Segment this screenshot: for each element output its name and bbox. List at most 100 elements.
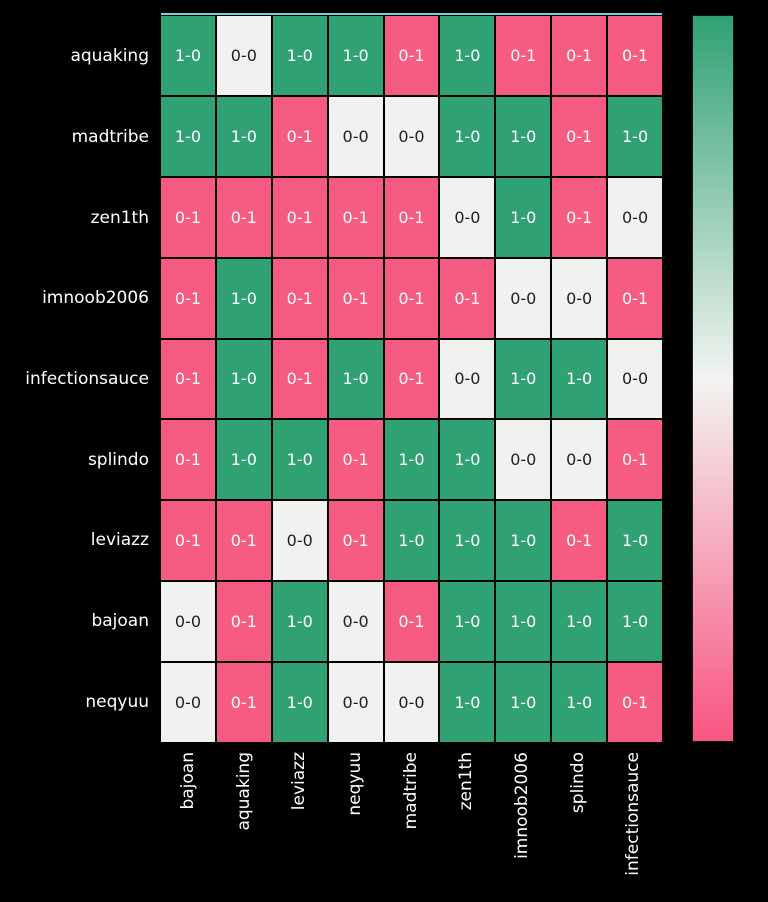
- y-tick-label: neqyuu: [85, 691, 149, 712]
- heatmap-cell: 0-1: [161, 420, 215, 500]
- heatmap-cell: 0-1: [552, 96, 607, 176]
- heatmap-cell: 1-0: [272, 16, 327, 95]
- heatmap-cell: 1-0: [216, 420, 271, 500]
- heatmap-cell: 0-0: [384, 96, 439, 176]
- heatmap-cell: 1-0: [552, 663, 607, 742]
- heatmap-cell: 1-0: [440, 420, 495, 500]
- heatmap-cell: 0-1: [272, 96, 327, 176]
- heatmap-cell: 1-0: [440, 501, 495, 581]
- heatmap-cell: 1-0: [608, 582, 662, 662]
- heatmap-cell: 0-1: [216, 501, 271, 581]
- heatmap-cell: 1-0: [496, 501, 551, 581]
- y-tick-label: zen1th: [90, 207, 149, 228]
- heatmap-cell: 0-1: [384, 339, 439, 419]
- heatmap-cell: 0-1: [384, 582, 439, 662]
- x-tick-label: leviazz: [289, 752, 310, 811]
- heatmap-cell: 1-0: [161, 96, 215, 176]
- heatmap-cell: 0-1: [328, 258, 383, 338]
- y-tick-label: leviazz: [90, 530, 149, 551]
- heatmap-cell: 0-0: [496, 258, 551, 338]
- heatmap-cell: 0-0: [161, 663, 215, 742]
- heatmap-cell: 1-0: [608, 501, 662, 581]
- heatmap-cell: 1-0: [272, 582, 327, 662]
- heatmap-cell: 1-0: [216, 339, 271, 419]
- heatmap-cell: 0-0: [328, 582, 383, 662]
- heatmap-cell: 0-1: [272, 177, 327, 257]
- heatmap-cell: 0-0: [552, 420, 607, 500]
- heatmap-cell: 0-1: [216, 177, 271, 257]
- heatmap-cell: 1-0: [496, 663, 551, 742]
- heatmap-cell: 0-0: [552, 258, 607, 338]
- heatmap-cell: 0-1: [608, 663, 662, 742]
- y-tick-label: splindo: [87, 449, 149, 470]
- heatmap-cell: 1-0: [496, 582, 551, 662]
- heatmap-cell: 0-1: [608, 258, 662, 338]
- heatmap-cell: 0-1: [272, 258, 327, 338]
- heatmap-cell: 1-0: [161, 16, 215, 95]
- x-tick-label: splindo: [567, 752, 588, 814]
- heatmap-cell: 1-0: [496, 339, 551, 419]
- heatmap-cell: 0-1: [216, 582, 271, 662]
- heatmap-cell: 0-1: [161, 339, 215, 419]
- heatmap-cell: 1-0: [384, 501, 439, 581]
- heatmap-cell: 1-0: [440, 663, 495, 742]
- heatmap-cell: 0-0: [161, 582, 215, 662]
- heatmap-cell: 1-0: [440, 16, 495, 95]
- heatmap-cell: 1-0: [216, 96, 271, 176]
- heatmap-grid: 1-0 0-0 1-0 1-0 0-1 1-0 0-1 0-1 0-1 1-0 1-0 0-1 0-0 0…: [161, 16, 662, 742]
- heatmap-cell: 0-1: [328, 420, 383, 500]
- heatmap-cell: 0-0: [328, 663, 383, 742]
- heatmap-cell: 0-0: [440, 339, 495, 419]
- heatmap-cell: 0-0: [608, 177, 662, 257]
- heatmap-cell: 1-0: [552, 339, 607, 419]
- heatmap-cell: 1-0: [496, 177, 551, 257]
- x-axis-labels: bajoan aquaking leviazz neqyuu madtribe zen1t…: [161, 752, 662, 902]
- colorbar: [692, 15, 734, 742]
- heatmap-cell: 0-0: [608, 339, 662, 419]
- heatmap-cell: 1-0: [328, 339, 383, 419]
- heatmap-cell: 0-0: [496, 420, 551, 500]
- heatmap-cell: 0-1: [328, 177, 383, 257]
- heatmap-cell: 0-1: [552, 501, 607, 581]
- heatmap-cell: 0-1: [552, 16, 607, 95]
- x-tick-label: neqyuu: [344, 752, 365, 816]
- heatmap-cell: 1-0: [552, 582, 607, 662]
- x-tick-label: aquaking: [233, 752, 254, 831]
- y-tick-label: aquaking: [70, 46, 149, 67]
- y-tick-label: madtribe: [71, 127, 149, 147]
- heatmap-cell: 0-1: [216, 663, 271, 742]
- heatmap-cell: 0-0: [216, 16, 271, 95]
- y-tick-label: bajoan: [91, 611, 149, 632]
- heatmap-cell: 1-0: [384, 420, 439, 500]
- heatmap-cell: 0-1: [272, 339, 327, 419]
- heatmap-cell: 0-0: [328, 96, 383, 176]
- y-tick-label: imnoob2006: [42, 288, 149, 309]
- heatmap-cell: 0-1: [608, 420, 662, 500]
- x-tick-label: zen1th: [456, 752, 477, 811]
- heatmap-cell: 1-0: [608, 96, 662, 176]
- heatmap-cell: 0-1: [608, 16, 662, 95]
- heatmap-cell: 0-0: [384, 663, 439, 742]
- heatmap-cell: 0-1: [161, 258, 215, 338]
- heatmap-cell: 0-1: [496, 16, 551, 95]
- heatmap-cell: 0-0: [440, 177, 495, 257]
- heatmap-cell: 0-0: [272, 501, 327, 581]
- heatmap-cell: 0-1: [161, 177, 215, 257]
- heatmap-cell: 1-0: [328, 16, 383, 95]
- heatmap-cell: 1-0: [272, 663, 327, 742]
- heatmap-cell: 0-1: [384, 16, 439, 95]
- x-tick-label: bajoan: [177, 752, 198, 810]
- heatmap-cell: 1-0: [496, 96, 551, 176]
- heatmap-cell: 0-1: [384, 258, 439, 338]
- heatmap-cell: 0-1: [552, 177, 607, 257]
- axis-top-spine: [161, 13, 662, 15]
- heatmap-cell: 1-0: [440, 96, 495, 176]
- heatmap-cell: 1-0: [216, 258, 271, 338]
- x-tick-label: madtribe: [400, 752, 421, 830]
- x-tick-label: imnoob2006: [511, 752, 532, 859]
- heatmap-cell: 1-0: [440, 582, 495, 662]
- heatmap-cell: 0-1: [384, 177, 439, 257]
- heatmap-cell: 1-0: [272, 420, 327, 500]
- y-axis-labels: aquaking madtribe zen1th imnoob2006 infectio…: [0, 16, 149, 742]
